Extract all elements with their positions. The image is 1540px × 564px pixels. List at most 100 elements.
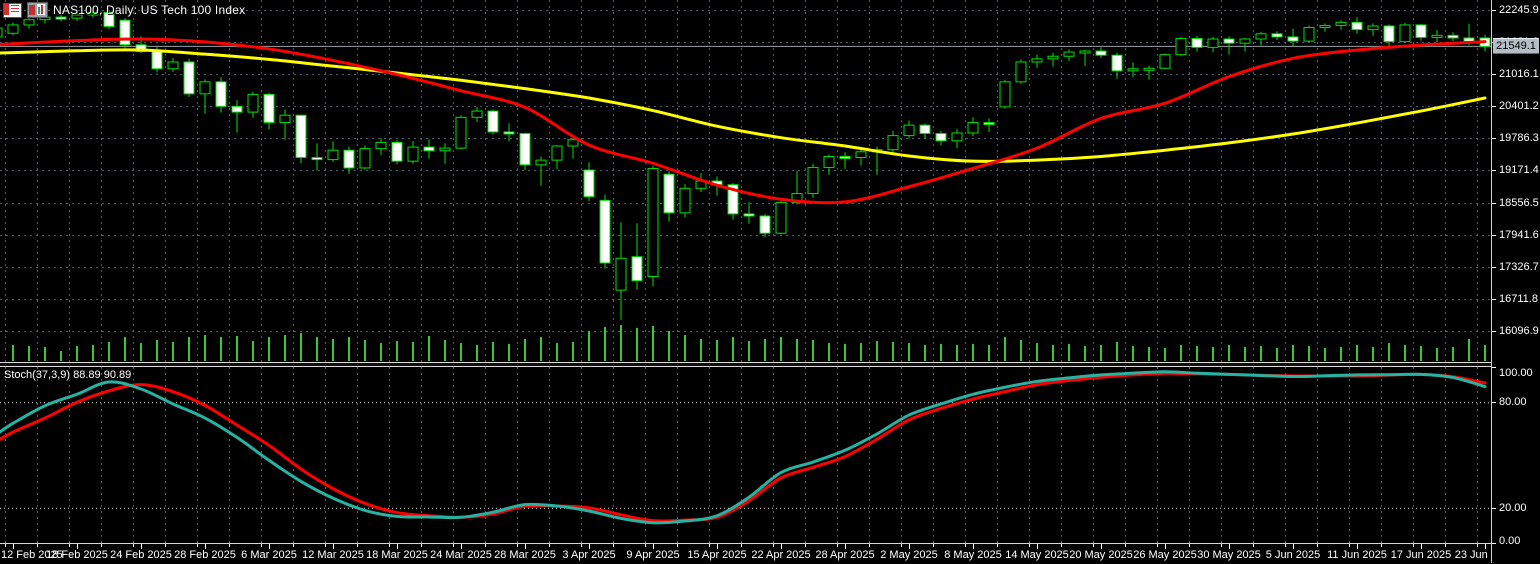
time-axis-tick bbox=[141, 544, 142, 549]
candle-bull bbox=[71, 14, 83, 19]
depth-of-market-icon[interactable] bbox=[27, 2, 48, 18]
price-axis-tick bbox=[1492, 74, 1496, 75]
candle-bull bbox=[327, 149, 339, 161]
time-axis-minor-tick bbox=[581, 544, 582, 547]
price-axis-label: 17941.6 bbox=[1499, 229, 1539, 241]
candle-bull bbox=[1079, 50, 1091, 54]
candle-bull bbox=[647, 167, 659, 278]
time-axis-minor-tick bbox=[1349, 544, 1350, 547]
time-axis-minor-tick bbox=[101, 544, 102, 547]
price-axis[interactable]: 21549.1 22245.921631.021016.120401.21978… bbox=[1491, 0, 1540, 563]
price-axis-tick bbox=[1492, 138, 1496, 139]
candle-bull bbox=[807, 166, 819, 195]
price-axis-tick bbox=[1492, 331, 1496, 332]
time-axis-minor-tick bbox=[1157, 544, 1158, 547]
time-axis-minor-tick bbox=[229, 544, 230, 547]
time-axis[interactable]: 12 Feb 2025 18 Feb 2025 24 Feb 2025 28 Feb … bbox=[0, 543, 1515, 564]
time-axis-tick bbox=[1485, 544, 1486, 549]
price-axis-label: 22245.9 bbox=[1499, 4, 1539, 16]
candle-bear bbox=[487, 110, 499, 133]
candle-bear bbox=[1191, 37, 1203, 48]
candle-bull bbox=[0, 27, 3, 38]
candle-bull bbox=[1143, 67, 1155, 71]
candle-bull bbox=[823, 155, 835, 168]
candle-bear bbox=[1447, 34, 1459, 39]
time-axis-label: 26 May 2025 bbox=[1133, 549, 1197, 561]
candle-bear bbox=[519, 133, 531, 166]
candle-bull bbox=[455, 116, 467, 149]
candle-bear bbox=[103, 11, 115, 27]
time-axis-minor-tick bbox=[1029, 544, 1030, 547]
candle-bull bbox=[1431, 34, 1443, 38]
time-axis-tick bbox=[589, 544, 590, 549]
candle-bear bbox=[631, 256, 643, 282]
candle-bear bbox=[1111, 54, 1123, 72]
time-axis-label: 28 Feb 2025 bbox=[174, 549, 236, 561]
indicator-k-value: 88.89 bbox=[73, 369, 101, 381]
time-axis-label: 9 Apr 2025 bbox=[626, 549, 680, 561]
price-axis-label: 20401.2 bbox=[1499, 100, 1539, 112]
candle-bull bbox=[279, 114, 291, 124]
one-click-trading-icon[interactable] bbox=[3, 2, 22, 18]
price-axis-tick bbox=[1492, 170, 1496, 171]
time-axis-tick bbox=[1357, 544, 1358, 549]
time-axis-minor-tick bbox=[1445, 544, 1446, 547]
candle-bear bbox=[135, 44, 147, 53]
stochastic-panel[interactable]: Stoch(37,3,9) 88.89 90.89 bbox=[0, 367, 1491, 543]
price-axis-label: 19171.4 bbox=[1499, 164, 1539, 176]
current-price-tag: 21549.1 bbox=[1493, 38, 1539, 54]
price-axis-label: 18556.5 bbox=[1499, 197, 1539, 209]
price-chart-panel[interactable]: NAS100, Daily: US Tech 100 Index bbox=[0, 0, 1491, 363]
time-axis-label: 3 Apr 2025 bbox=[562, 549, 616, 561]
candle-bull bbox=[951, 132, 963, 142]
time-axis-minor-tick bbox=[133, 544, 134, 547]
candle-bull bbox=[679, 187, 691, 214]
stochastic-canvas[interactable] bbox=[0, 367, 1491, 543]
stoch-axis-label: 0.00 bbox=[1499, 535, 1521, 547]
candle-bear bbox=[391, 141, 403, 162]
time-axis-minor-tick bbox=[1285, 544, 1286, 547]
candle-bear bbox=[663, 173, 675, 214]
candle-bear bbox=[423, 146, 435, 152]
candle-bull bbox=[1063, 51, 1075, 57]
candle-bear bbox=[151, 51, 163, 70]
time-axis-minor-tick bbox=[997, 544, 998, 547]
candle-bear bbox=[1095, 50, 1107, 56]
candle-bull bbox=[1159, 54, 1171, 69]
time-axis-minor-tick bbox=[901, 544, 902, 547]
time-axis-tick bbox=[1421, 544, 1422, 549]
time-axis-minor-tick bbox=[37, 544, 38, 547]
candle-bear bbox=[1287, 36, 1299, 42]
time-axis-minor-tick bbox=[741, 544, 742, 547]
time-axis-label: 8 May 2025 bbox=[944, 549, 1002, 561]
time-axis-minor-tick bbox=[933, 544, 934, 547]
candle-bull bbox=[439, 147, 451, 152]
time-axis-tick bbox=[461, 544, 462, 549]
time-axis-label: 11 Jun 2025 bbox=[1327, 549, 1387, 561]
time-axis-label: 18 Feb 2025 bbox=[46, 549, 108, 561]
candle-bull bbox=[1335, 21, 1347, 26]
stoch-axis-label: 80.00 bbox=[1499, 396, 1527, 408]
candle-bull bbox=[615, 257, 627, 291]
stoch-axis-tick bbox=[1492, 508, 1496, 509]
chart-title-bar: NAS100, Daily: US Tech 100 Index bbox=[3, 2, 245, 18]
candle-bull bbox=[87, 11, 99, 16]
time-axis-label: 28 Apr 2025 bbox=[815, 549, 875, 561]
candle-bear bbox=[743, 213, 755, 217]
price-axis-label: 16711.8 bbox=[1499, 293, 1538, 305]
candle-bear bbox=[599, 199, 611, 264]
candle-bear bbox=[55, 16, 67, 20]
time-axis-minor-tick bbox=[869, 544, 870, 547]
price-axis-label: 17326.7 bbox=[1499, 261, 1539, 273]
time-axis-tick bbox=[77, 544, 78, 549]
stoch-axis-label: 100.00 bbox=[1499, 367, 1533, 379]
candle-bull bbox=[775, 201, 787, 234]
panel-splitter[interactable] bbox=[0, 362, 1491, 367]
time-axis-minor-tick bbox=[1189, 544, 1190, 547]
time-axis-minor-tick bbox=[389, 544, 390, 547]
time-axis-minor-tick bbox=[965, 544, 966, 547]
candle-bear bbox=[1223, 38, 1235, 44]
indicator-label: Stoch(37,3,9) 88.89 90.89 bbox=[4, 369, 131, 381]
price-chart-canvas[interactable] bbox=[0, 0, 1491, 363]
time-axis-minor-tick bbox=[1093, 544, 1094, 547]
